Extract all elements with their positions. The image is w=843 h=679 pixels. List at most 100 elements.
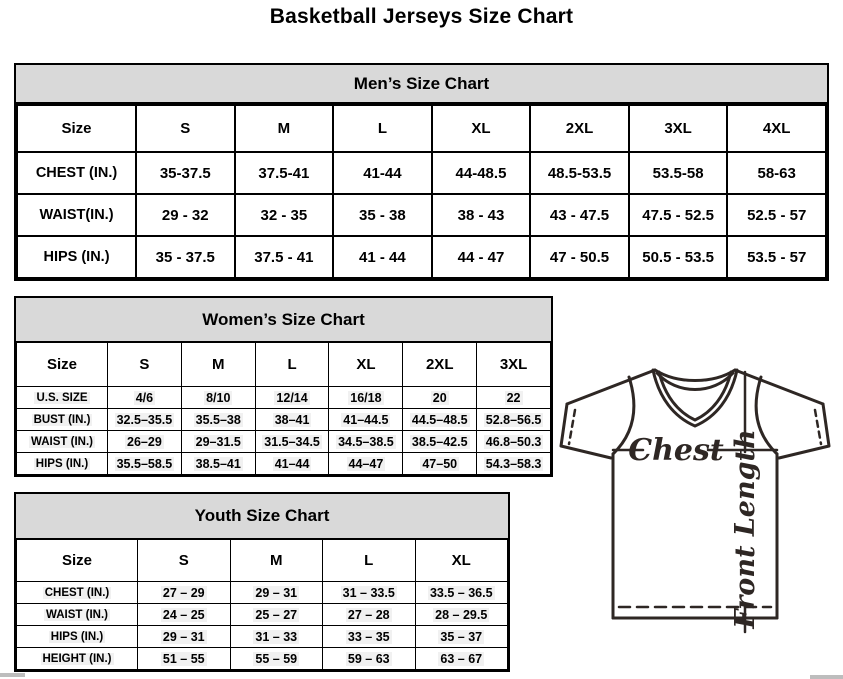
- size-value-cell: 35 - 37.5: [135, 235, 236, 279]
- womens-col-header-s: S: [107, 342, 182, 387]
- row-label: CHEST (IN.): [16, 581, 138, 604]
- column-header-row: Size S M L XL: [16, 539, 508, 582]
- row-label: WAIST(IN.): [16, 193, 137, 237]
- jersey-left-armhole: [611, 375, 636, 456]
- mens-row-hips-in: HIPS (IN.) 35 - 37.5 37.5 - 41 41 - 44 44 - …: [16, 235, 827, 279]
- size-value-cell: 20: [402, 386, 478, 409]
- womens-col-header-2xl: 2XL: [402, 342, 478, 387]
- size-value-cell: 44-48.5: [430, 151, 532, 195]
- size-value-cell: 35.5–58.5: [107, 452, 182, 475]
- row-label: WAIST (IN.): [16, 430, 108, 453]
- youth-row-hips-in: HIPS (IN.) 29 – 31 31 – 33 33 – 35 35 – 37: [16, 625, 508, 648]
- size-value-cell: 41-44: [332, 151, 433, 195]
- jersey-vneck-inner: [657, 370, 733, 422]
- size-value-cell: 41–44: [254, 452, 330, 475]
- youth-col-header-xl: XL: [414, 539, 508, 582]
- size-value-cell: 35.5–38: [180, 408, 256, 431]
- row-label: U.S. SIZE: [16, 386, 108, 409]
- size-value-cell: 47.5 - 52.5: [627, 193, 729, 237]
- mens-col-header-size: Size: [16, 104, 137, 153]
- scrollbar-fragment-right[interactable]: [810, 675, 843, 679]
- size-value-cell: 31 – 33: [229, 625, 323, 648]
- size-value-cell: 35 - 38: [332, 193, 433, 237]
- size-value-cell: 29–31.5: [180, 430, 256, 453]
- jersey-collar-arc-inner: [655, 371, 735, 391]
- youth-size-chart: Youth Size Chart Size S M L XL CHEST (IN.) 27…: [14, 492, 510, 672]
- jersey-collar-arc-outer: [653, 368, 737, 382]
- scrollbar-fragment-left[interactable]: [0, 673, 25, 677]
- jersey-vneck-outer: [651, 368, 739, 428]
- size-value-cell: 29 – 31: [229, 581, 323, 604]
- size-value-cell: 25 – 27: [229, 603, 323, 626]
- size-value-cell: 22: [476, 386, 551, 409]
- mens-row-waist-in: WAIST(IN.) 29 - 32 32 - 35 35 - 38 38 - 43 43…: [16, 193, 827, 237]
- womens-col-header-l: L: [254, 342, 330, 387]
- size-value-cell: 16/18: [328, 386, 404, 409]
- size-value-cell: 41–44.5: [328, 408, 404, 431]
- size-value-cell: 35 – 37: [414, 625, 508, 648]
- size-value-cell: 53.5 - 57: [726, 235, 827, 279]
- jersey-right-sleeve: [777, 402, 831, 460]
- size-value-cell: 50.5 - 53.5: [627, 235, 729, 279]
- mens-col-header-4xl: 4XL: [726, 104, 827, 153]
- row-label: HIPS (IN.): [16, 452, 108, 475]
- size-value-cell: 33.5 – 36.5: [414, 581, 508, 604]
- size-value-cell: 31.5–34.5: [254, 430, 330, 453]
- size-value-cell: 52.8–56.5: [476, 408, 551, 431]
- size-value-cell: 53.5-58: [627, 151, 729, 195]
- womens-chart-title: Women’s Size Chart: [16, 298, 551, 342]
- size-value-cell: 54.3–58.3: [476, 452, 551, 475]
- size-value-cell: 52.5 - 57: [726, 193, 827, 237]
- youth-col-header-s: S: [137, 539, 231, 582]
- size-value-cell: 26–29: [107, 430, 182, 453]
- jersey-right-armhole: [754, 375, 779, 456]
- row-label: HIPS (IN.): [16, 235, 137, 279]
- womens-col-header-m: M: [180, 342, 256, 387]
- size-value-cell: 38 - 43: [430, 193, 532, 237]
- size-value-cell: 58-63: [726, 151, 827, 195]
- size-value-cell: 47 - 50.5: [529, 235, 630, 279]
- size-value-cell: 32.5–35.5: [107, 408, 182, 431]
- size-value-cell: 35-37.5: [135, 151, 236, 195]
- size-value-cell: 28 – 29.5: [414, 603, 508, 626]
- row-label: HIPS (IN.): [16, 625, 138, 648]
- size-value-cell: 31 – 33.5: [322, 581, 416, 604]
- row-label: WAIST (IN.): [16, 603, 138, 626]
- womens-col-header-xl: XL: [328, 342, 404, 387]
- youth-row-chest-in: CHEST (IN.) 27 – 29 29 – 31 31 – 33.5 33.5 –…: [16, 581, 508, 604]
- size-value-cell: 38.5–42.5: [402, 430, 478, 453]
- size-value-cell: 29 – 31: [137, 625, 231, 648]
- jersey-right-shoulder: [733, 368, 825, 406]
- womens-row-waist-in: WAIST (IN.) 26–29 29–31.5 31.5–34.5 34.5–38.…: [16, 430, 551, 453]
- youth-col-header-l: L: [322, 539, 416, 582]
- jersey-left-cuff-stitch: [567, 408, 577, 446]
- womens-row-bust-in: BUST (IN.) 32.5–35.5 35.5–38 38–41 41–44.5 44…: [16, 408, 551, 431]
- womens-size-table: Size S M L XL 2XL 3XL U.S. SIZE 4/6 8/10 12/14 16/…: [16, 342, 551, 475]
- size-value-cell: 38–41: [254, 408, 330, 431]
- size-value-cell: 47–50: [402, 452, 478, 475]
- jersey-right-cuff-stitch: [813, 408, 823, 446]
- size-value-cell: 48.5-53.5: [529, 151, 630, 195]
- mens-size-chart: Men’s Size Chart Size S M L XL 2XL 3XL 4XL CHES…: [14, 63, 829, 281]
- size-value-cell: 44–47: [328, 452, 404, 475]
- row-label: HEIGHT (IN.): [16, 647, 138, 670]
- youth-size-table: Size S M L XL CHEST (IN.) 27 – 29 29 – 31 31 – …: [16, 539, 508, 670]
- size-value-cell: 29 - 32: [135, 193, 236, 237]
- mens-col-header-l: L: [332, 104, 433, 153]
- youth-chart-title: Youth Size Chart: [16, 494, 508, 539]
- size-value-cell: 12/14: [254, 386, 330, 409]
- mens-col-header-3xl: 3XL: [627, 104, 729, 153]
- womens-size-chart: Women’s Size Chart Size S M L XL 2XL 3XL U.S. …: [14, 296, 553, 477]
- size-value-cell: 8/10: [180, 386, 256, 409]
- jersey-left-shoulder: [565, 368, 657, 406]
- size-value-cell: 24 – 25: [137, 603, 231, 626]
- mens-col-header-s: S: [135, 104, 236, 153]
- page-title: Basketball Jerseys Size Chart: [269, 5, 574, 28]
- size-value-cell: 41 - 44: [332, 235, 433, 279]
- size-value-cell: 32 - 35: [233, 193, 335, 237]
- size-value-cell: 59 – 63: [322, 647, 416, 670]
- size-value-cell: 38.5–41: [180, 452, 256, 475]
- youth-col-header-m: M: [229, 539, 323, 582]
- youth-col-header-size: Size: [16, 539, 138, 582]
- size-value-cell: 27 – 28: [322, 603, 416, 626]
